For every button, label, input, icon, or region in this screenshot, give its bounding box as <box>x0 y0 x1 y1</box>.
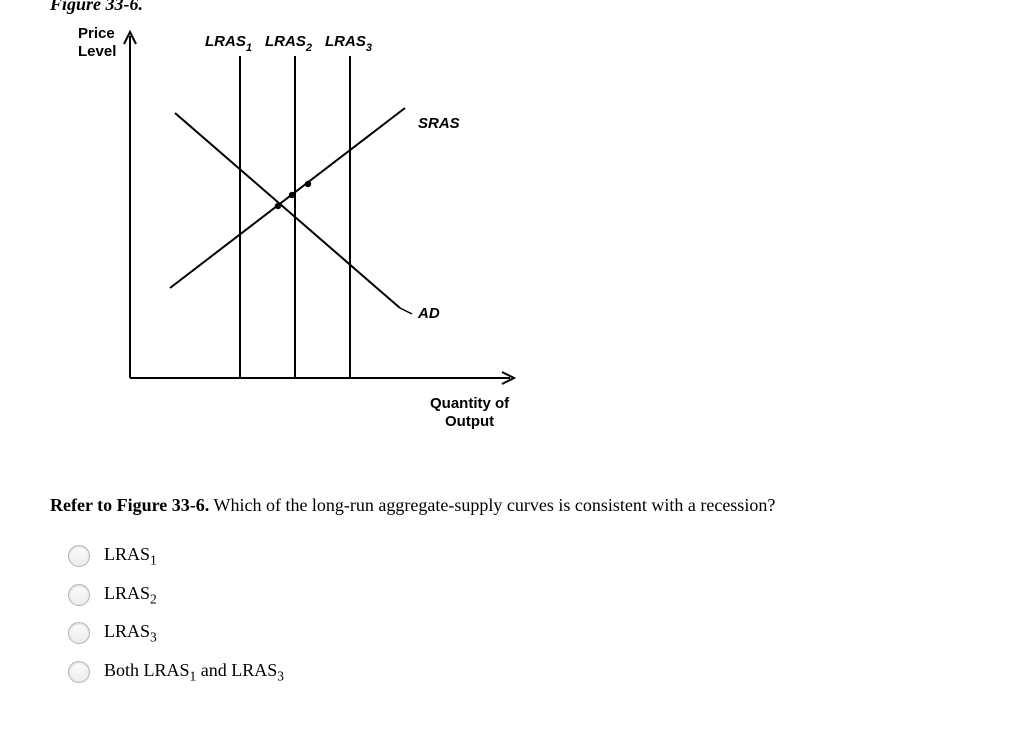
ad-pointer <box>400 308 412 314</box>
lras-chart: Price Level Quantity of Output LRAS1 LRA… <box>70 18 630 448</box>
x-axis-label: Quantity of Output <box>430 395 513 430</box>
lras1-label: LRAS1 <box>205 33 252 54</box>
option-label: LRAS2 <box>104 583 157 608</box>
page-root: Figure 33-6. Price Level <box>0 0 1024 747</box>
ad-line <box>175 113 400 308</box>
ad-label: AD <box>417 305 440 322</box>
equilibrium-dot <box>305 181 311 187</box>
option-lras2[interactable]: LRAS2 <box>68 583 974 608</box>
sras-line <box>170 108 405 288</box>
radio-icon <box>68 622 90 644</box>
option-label: LRAS3 <box>104 621 157 646</box>
radio-icon <box>68 584 90 606</box>
lras2-label: LRAS2 <box>265 33 312 54</box>
question-text: Refer to Figure 33-6. Which of the long-… <box>50 495 974 516</box>
question-block: Refer to Figure 33-6. Which of the long-… <box>50 495 974 684</box>
equilibrium-dot <box>275 203 281 209</box>
radio-icon <box>68 661 90 683</box>
lras3-label: LRAS3 <box>325 33 372 54</box>
option-lras1[interactable]: LRAS1 <box>68 544 974 569</box>
options-list: LRAS1 LRAS2 LRAS3 Both LRAS1 and LRAS3 <box>68 544 974 684</box>
option-both[interactable]: Both LRAS1 and LRAS3 <box>68 660 974 685</box>
figure-title: Figure 33-6. <box>50 0 143 15</box>
equilibrium-dot <box>289 192 295 198</box>
sras-label: SRAS <box>418 115 460 132</box>
option-lras3[interactable]: LRAS3 <box>68 621 974 646</box>
option-label: Both LRAS1 and LRAS3 <box>104 660 284 685</box>
radio-icon <box>68 545 90 567</box>
question-lead: Refer to Figure 33-6. <box>50 495 209 515</box>
option-label: LRAS1 <box>104 544 157 569</box>
question-body: Which of the long-run aggregate-supply c… <box>209 495 775 515</box>
y-axis-label: Price Level <box>78 25 119 60</box>
